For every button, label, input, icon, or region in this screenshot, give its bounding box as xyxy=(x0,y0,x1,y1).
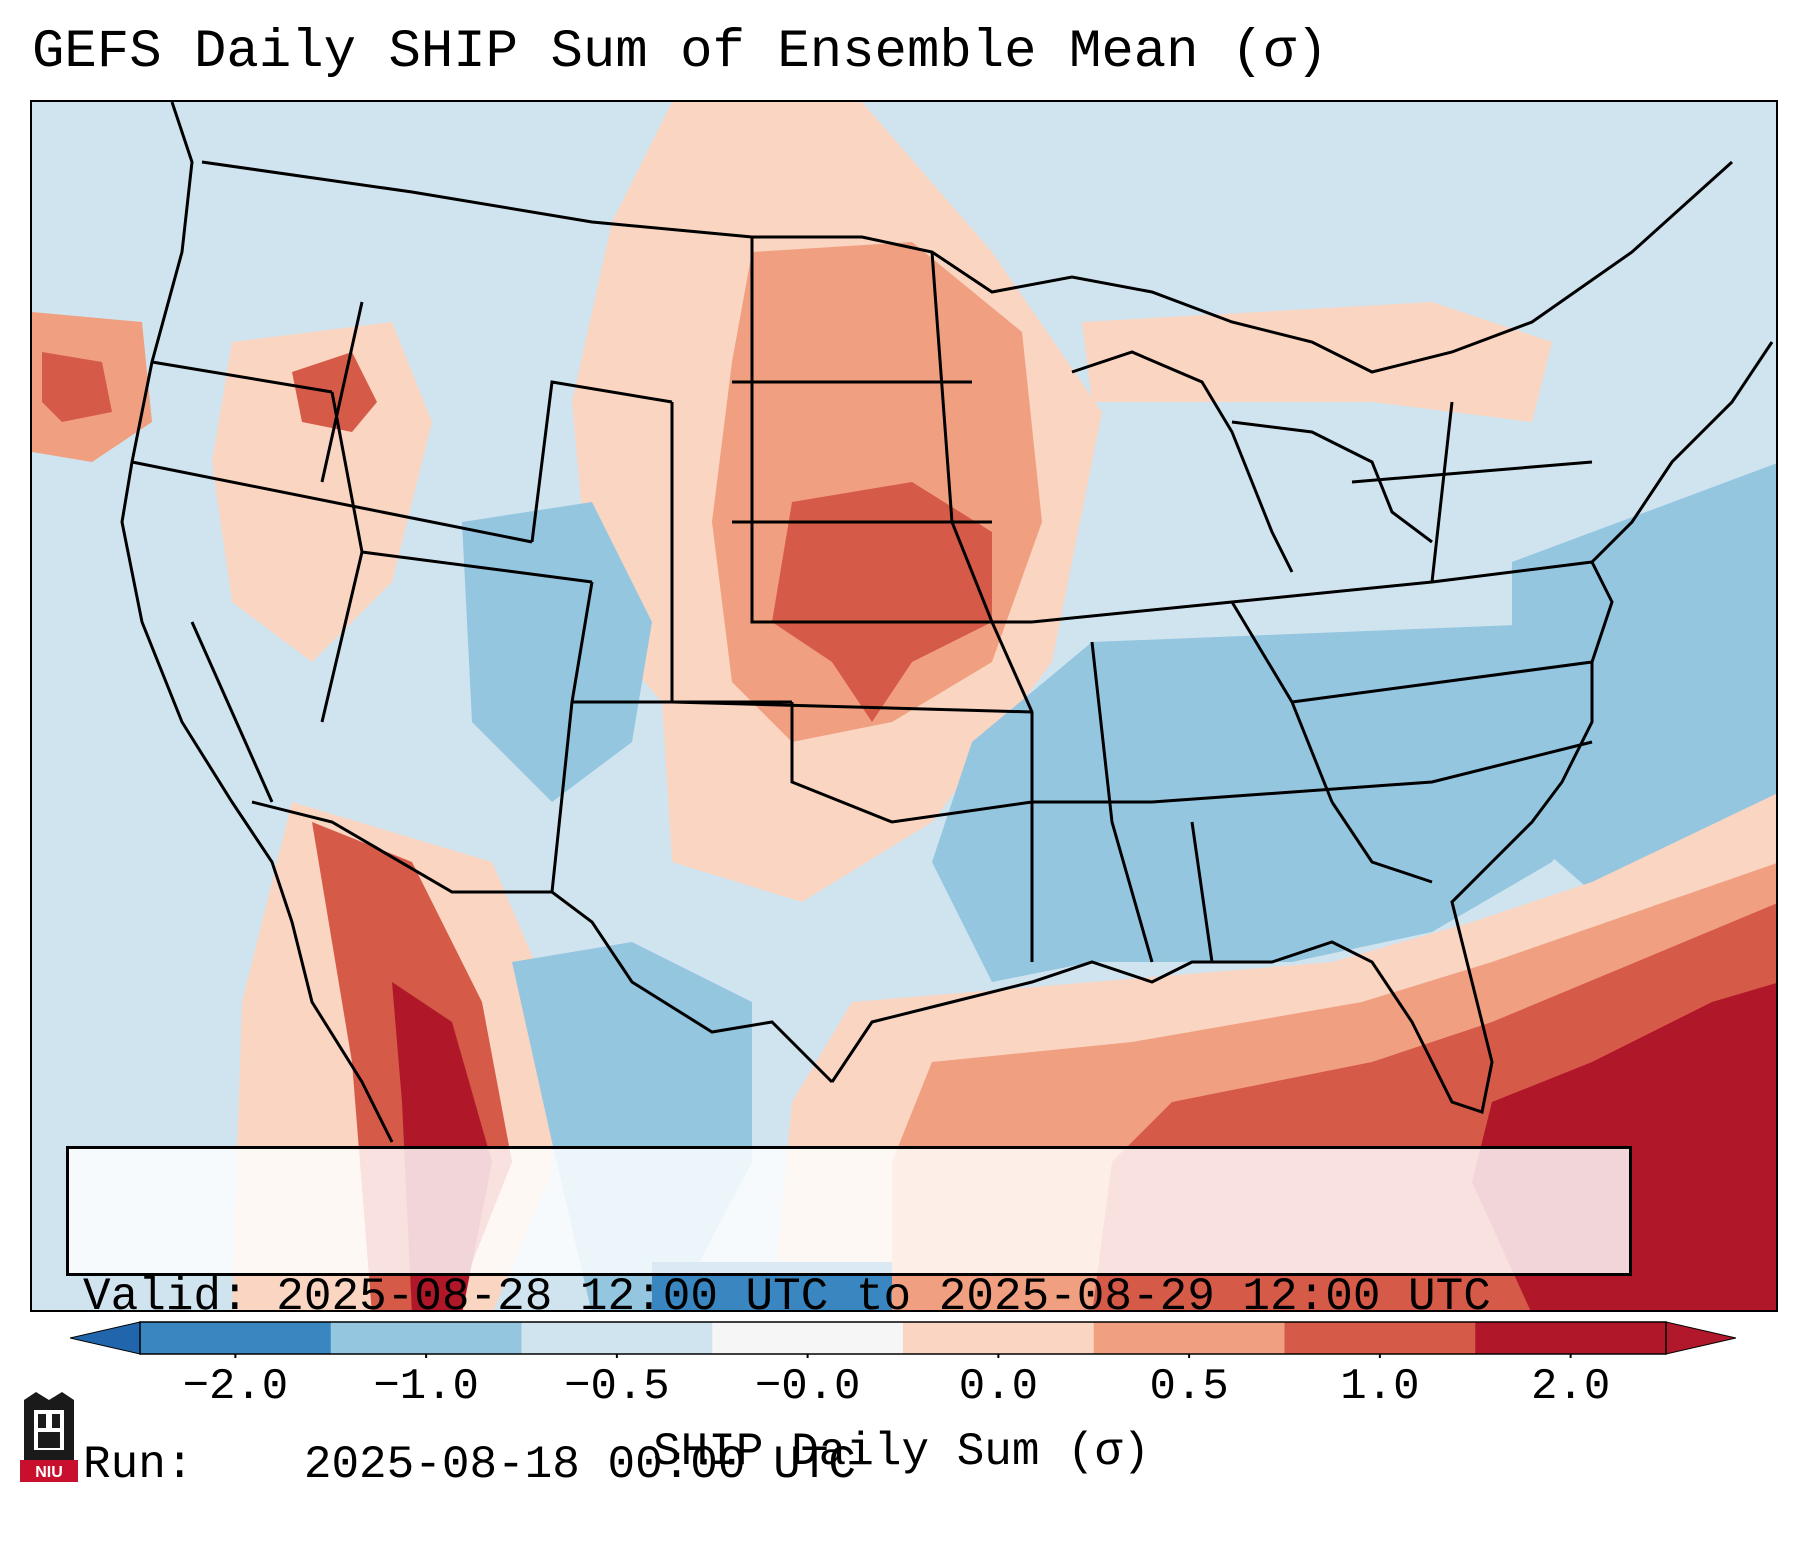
colorbar-tick-label: −1.0 xyxy=(373,1362,479,1412)
colorbar-bin-3 xyxy=(712,1322,904,1354)
region-pacific-offshore-maximum xyxy=(42,352,112,422)
region-atlantic-negative xyxy=(1512,463,1776,892)
valid-run-info-box: Valid: 2025-08-28 12:00 UTC to 2025-08-2… xyxy=(66,1146,1632,1491)
region-oregon-idaho-maximum xyxy=(292,352,377,432)
colorbar-extend-max xyxy=(1665,1321,1736,1355)
valid-label: Valid: xyxy=(83,1271,249,1323)
colorbar-label: SHIP Daily Sum (σ) xyxy=(653,1426,1150,1478)
run-value: 2025-08-18 00:00 UTC xyxy=(303,1439,856,1491)
region-southeast-negative xyxy=(932,622,1632,982)
colorbar-bin-6 xyxy=(1284,1322,1476,1354)
colorbar-extend-min xyxy=(70,1321,141,1355)
region-nebraska-kansas-maximum xyxy=(772,482,992,722)
valid-value: 2025-08-28 12:00 UTC to 2025-08-29 12:00… xyxy=(276,1271,1491,1323)
great-lakes-outline xyxy=(1071,350,1433,573)
region-oregon-idaho-positive xyxy=(212,322,432,662)
colorbar-bin-7 xyxy=(1475,1322,1667,1354)
colorbar-bin-1 xyxy=(330,1322,522,1354)
valid-line: Valid: 2025-08-28 12:00 UTC to 2025-08-2… xyxy=(83,1269,1629,1325)
colorbar-bin-4 xyxy=(903,1322,1095,1354)
run-line: Run: 2025-08-18 00:00 UTC xyxy=(83,1437,1629,1493)
map-svg xyxy=(32,102,1776,1310)
colorbar-tick-label: −2.0 xyxy=(182,1362,289,1412)
coastline-west xyxy=(120,102,394,1143)
colorbar-tick-label: 0.0 xyxy=(958,1362,1038,1412)
colorbar-tick-label: 2.0 xyxy=(1531,1362,1611,1412)
niu-logo: NIU xyxy=(20,1392,78,1482)
run-label: Run: xyxy=(83,1439,194,1491)
colorbar-bin-0 xyxy=(140,1322,332,1354)
colorbar-tick-label: −0.5 xyxy=(564,1362,670,1412)
state-lines-east xyxy=(1031,401,1593,963)
chart-title: GEFS Daily SHIP Sum of Ensemble Mean (σ) xyxy=(32,22,1329,83)
us-mexico-border xyxy=(251,800,834,1084)
colorbar-bin-2 xyxy=(521,1322,713,1354)
region-interior-west-negative xyxy=(462,502,652,802)
logo-text: NIU xyxy=(35,1464,63,1481)
region-great-lakes-light-positive xyxy=(1082,302,1552,422)
colorbar xyxy=(70,1321,1736,1358)
colorbar-bin-5 xyxy=(1093,1322,1285,1354)
colorbar-tick-label: 0.5 xyxy=(1149,1362,1229,1412)
map-panel xyxy=(30,100,1778,1312)
state-lines-central xyxy=(670,237,1152,962)
gulf-coast xyxy=(830,940,1494,1114)
colorbar-border xyxy=(139,1321,1667,1355)
colorbar-tick-label: −0.0 xyxy=(754,1362,861,1412)
political-boundaries xyxy=(120,102,1774,1143)
us-canada-border xyxy=(201,160,1734,374)
colorbar-tick-label: 1.0 xyxy=(1340,1362,1420,1412)
